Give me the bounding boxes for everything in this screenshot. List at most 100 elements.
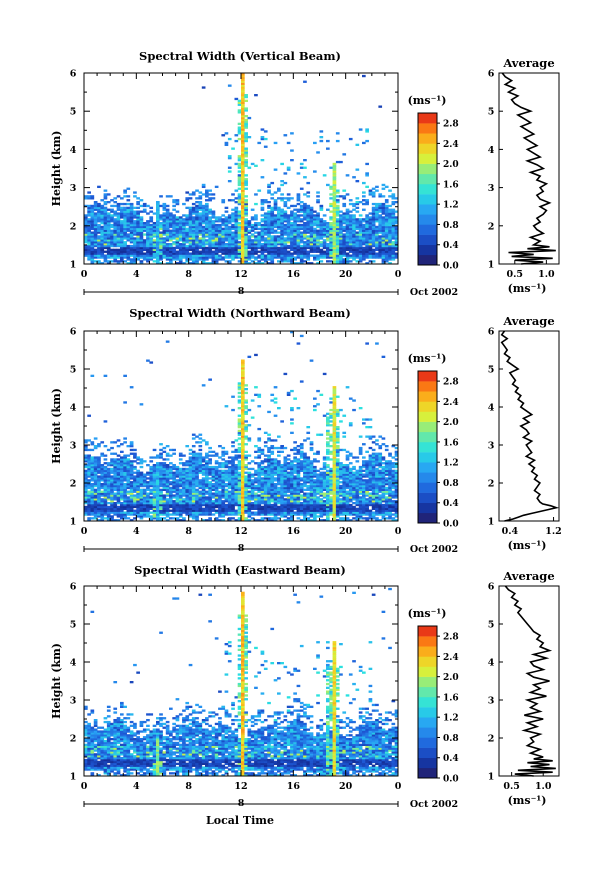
heatmap-cell: [237, 395, 242, 398]
heatmap-cell: [352, 256, 356, 259]
heatmap-cell: [87, 475, 91, 478]
heatmap-cell: [303, 227, 307, 231]
heatmap-cell: [362, 233, 366, 236]
heatmap-cell: [175, 500, 180, 503]
heatmap-cell: [191, 260, 196, 263]
heatmap-cell: [286, 252, 291, 255]
heatmap-cell: [165, 475, 170, 478]
heatmap-cell: [309, 233, 314, 236]
heatmap-cell: [182, 486, 186, 490]
heatmap-cell: [237, 446, 242, 450]
heatmap-cell: [139, 492, 144, 495]
heatmap-cell: [103, 374, 108, 377]
heatmap-cell: [267, 464, 271, 467]
heatmap-cell: [172, 208, 176, 211]
heatmap-cell: [211, 197, 216, 200]
heatmap-cell: [129, 503, 134, 507]
heatmap-cell: [355, 210, 360, 213]
heatmap-cell: [201, 458, 206, 461]
heatmap-cell: [106, 218, 111, 221]
heatmap-cell: [384, 227, 389, 231]
heatmap-cell: [234, 208, 239, 211]
heatmap-cell: [270, 223, 275, 227]
heatmap-cell: [123, 494, 127, 497]
heatmap-cell: [277, 220, 281, 223]
heatmap-cell: [388, 218, 392, 221]
heatmap-cell: [241, 166, 245, 169]
heatmap-cell: [306, 239, 311, 242]
heatmap-cell: [218, 509, 222, 512]
heatmap-cell: [90, 212, 95, 215]
heatmap-cell: [303, 243, 307, 246]
heatmap-cell: [156, 235, 160, 238]
heatmap-cell: [290, 204, 294, 208]
heatmap-cell: [103, 505, 108, 509]
heatmap-cell: [106, 475, 111, 478]
heatmap-cell: [234, 252, 239, 255]
heatmap-cell: [178, 507, 183, 510]
heatmap-cell: [345, 256, 350, 259]
heatmap-cell: [309, 235, 314, 238]
heatmap-cell: [185, 223, 190, 227]
heatmap-cell: [227, 477, 232, 480]
heatmap-cell: [355, 241, 360, 244]
heatmap-cell: [250, 252, 255, 255]
heatmap-cell: [133, 454, 137, 457]
heatmap-cell: [391, 225, 396, 229]
heatmap-cell: [156, 502, 160, 505]
heatmap-cell: [205, 511, 209, 514]
heatmap-cell: [84, 446, 88, 450]
heatmap-cell: [263, 505, 268, 509]
heatmap-cell: [139, 248, 144, 252]
heatmap-cell: [169, 462, 173, 465]
heatmap-cell: [280, 214, 284, 217]
heatmap-cell: [133, 250, 137, 253]
heatmap-cell: [172, 509, 176, 512]
x-tick-label: 20: [339, 269, 353, 280]
heatmap-cell: [273, 488, 278, 491]
heatmap-cell: [100, 210, 105, 213]
heatmap-cell: [162, 246, 167, 250]
heatmap-cell: [103, 233, 108, 236]
heatmap-cell: [172, 496, 176, 499]
heatmap-cell: [375, 218, 379, 221]
heatmap-cell: [244, 484, 248, 488]
heatmap-cell: [299, 187, 304, 190]
heatmap-cell: [198, 503, 203, 507]
heatmap-cell: [231, 223, 235, 227]
heatmap-cell: [335, 235, 340, 238]
heatmap-cell: [205, 460, 209, 463]
heatmap-cell: [182, 462, 186, 465]
heatmap-cell: [178, 452, 183, 455]
heatmap-cell: [100, 231, 105, 234]
heatmap-cell: [254, 456, 258, 459]
heatmap-cell: [241, 462, 245, 465]
heatmap-cell: [165, 469, 170, 472]
heatmap-cell: [152, 212, 157, 215]
heatmap-cell: [221, 477, 226, 480]
heatmap-cell: [322, 174, 327, 177]
heatmap-cell: [182, 507, 186, 510]
heatmap-cell: [394, 225, 398, 229]
heatmap-cell: [133, 256, 137, 259]
heatmap-cell: [113, 511, 118, 514]
heatmap-cell: [237, 456, 242, 459]
heatmap-cell: [159, 507, 163, 510]
heatmap-cell: [103, 197, 108, 200]
heatmap-cell: [273, 498, 278, 501]
heatmap-cell: [365, 216, 369, 219]
heatmap-cell: [123, 214, 127, 217]
heatmap-cell: [169, 488, 173, 491]
heatmap-cell: [146, 250, 150, 253]
heatmap-cell: [113, 458, 118, 461]
heatmap-cell: [162, 473, 167, 476]
heatmap-cell: [178, 490, 183, 493]
heatmap-cell: [195, 212, 199, 215]
heatmap-cell: [388, 244, 392, 248]
heatmap-cell: [110, 496, 114, 499]
heatmap-cell: [188, 479, 193, 482]
heatmap-cell: [237, 227, 242, 231]
heatmap-cell: [241, 393, 245, 396]
heatmap-cell: [205, 519, 209, 521]
heatmap-cell: [283, 216, 288, 219]
